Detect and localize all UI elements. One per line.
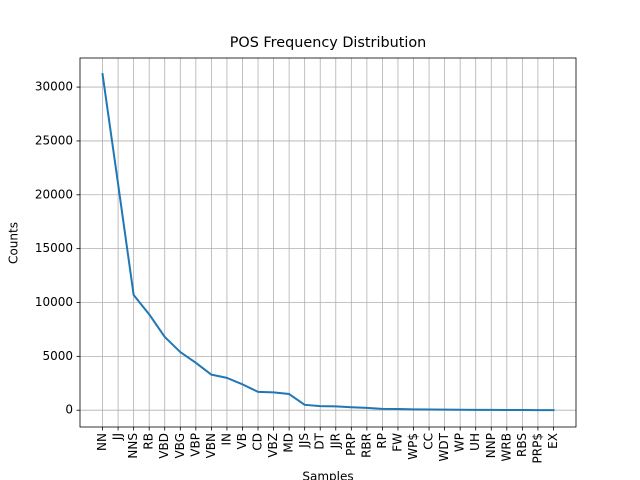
x-tick-label: RBS bbox=[515, 433, 529, 457]
x-tick-label: JJ bbox=[111, 433, 125, 441]
x-tick-label: WDT bbox=[437, 432, 451, 461]
x-tick-label: NN bbox=[95, 433, 109, 451]
y-tick-label: 25000 bbox=[35, 133, 73, 147]
x-tick-label: DT bbox=[313, 432, 327, 449]
plot-frame bbox=[79, 57, 577, 428]
x-tick-label: VBZ bbox=[266, 433, 280, 458]
x-tick-label: EX bbox=[546, 433, 560, 449]
y-tick-label: 5000 bbox=[42, 349, 73, 363]
x-tick-label: WRB bbox=[499, 433, 513, 461]
x-tick-label: RP bbox=[375, 433, 389, 449]
x-tick-label: VBD bbox=[157, 433, 171, 459]
x-tick-label: NNS bbox=[126, 433, 140, 459]
x-tick-label: PRP bbox=[344, 433, 358, 456]
x-tick-label: MD bbox=[282, 433, 296, 453]
x-tick-label: VBN bbox=[204, 433, 218, 458]
x-tick-label: FW bbox=[390, 433, 404, 452]
x-axis-label: Samples bbox=[302, 470, 353, 480]
y-tick-label: 15000 bbox=[35, 241, 73, 255]
x-tick-label: VB bbox=[235, 433, 249, 449]
x-tick-label: WP bbox=[453, 433, 467, 452]
y-axis-label: Counts bbox=[7, 222, 21, 264]
x-tick-label: CD bbox=[251, 433, 265, 451]
x-tick-label: RB bbox=[142, 433, 156, 450]
y-tick-label: 0 bbox=[65, 403, 73, 417]
x-tick-label: VBG bbox=[173, 433, 187, 459]
y-tick-label: 20000 bbox=[35, 187, 73, 201]
x-tick-label: IN bbox=[219, 433, 233, 446]
x-tick-label: JJS bbox=[297, 433, 311, 449]
x-tick-label: WP$ bbox=[406, 433, 420, 460]
data-line bbox=[101, 73, 555, 412]
x-tick-label: CC bbox=[422, 433, 436, 450]
y-tick-label: 30000 bbox=[35, 80, 73, 94]
x-tick-label: PRP$ bbox=[530, 433, 544, 463]
x-tick-label: UH bbox=[468, 433, 482, 451]
x-tick-label: RBR bbox=[359, 433, 373, 458]
x-tick-label: JJR bbox=[328, 433, 342, 449]
chart-title: POS Frequency Distribution bbox=[230, 35, 427, 51]
x-tick-label: NNP bbox=[484, 433, 498, 458]
x-tick-label: VBP bbox=[188, 433, 202, 457]
y-tick-label: 10000 bbox=[35, 295, 73, 309]
